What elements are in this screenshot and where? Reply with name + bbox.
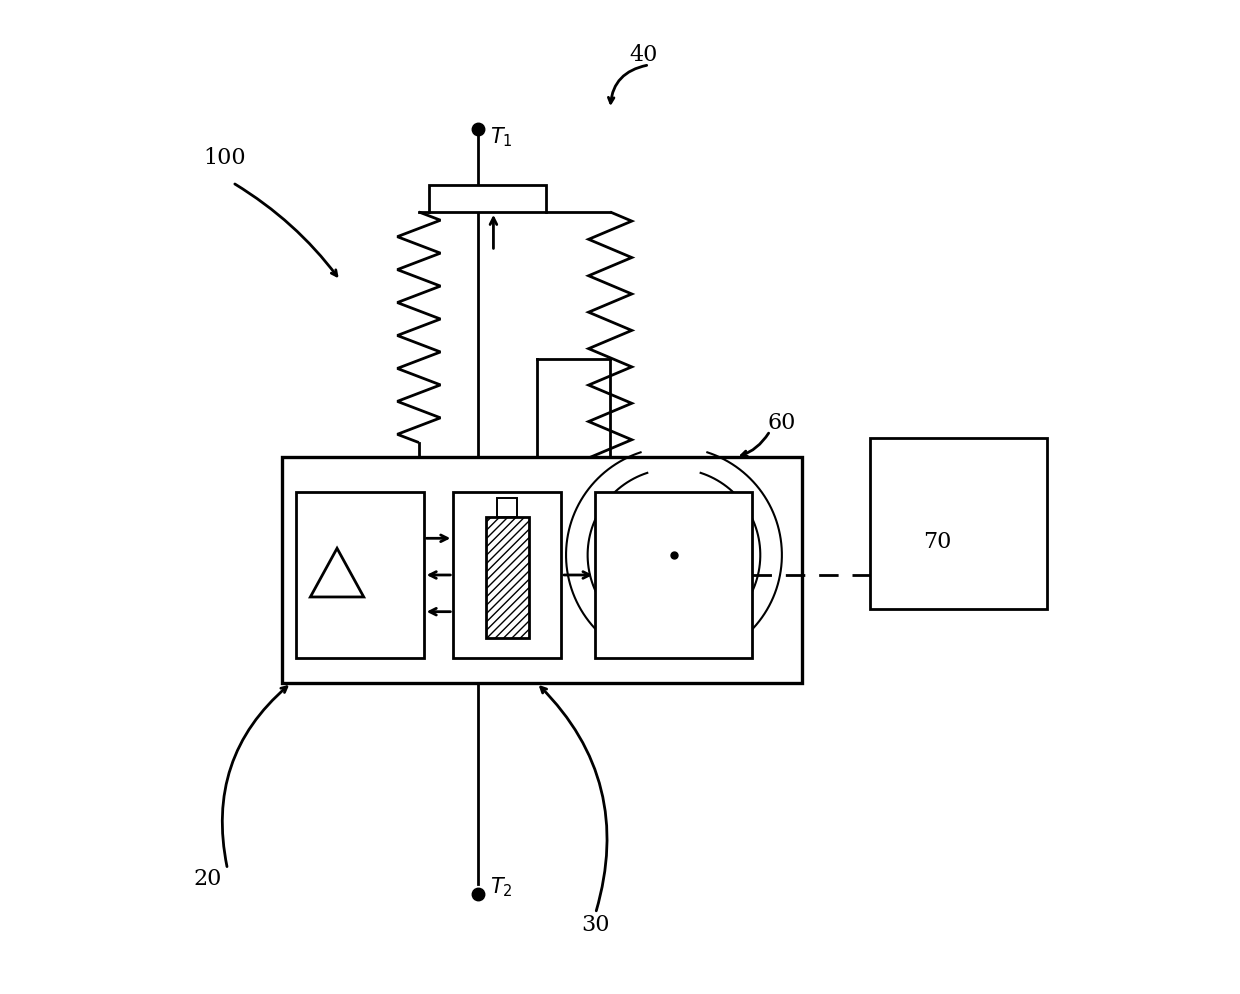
Bar: [453, 492, 562, 659]
Text: 30: 30: [580, 913, 609, 935]
Bar: [281, 458, 801, 683]
Text: 60: 60: [768, 412, 796, 433]
Bar: [296, 492, 424, 659]
Text: $T_2$: $T_2$: [490, 875, 512, 898]
Text: 70: 70: [923, 530, 951, 552]
Bar: [497, 498, 517, 518]
Bar: [429, 185, 547, 213]
Bar: [486, 518, 528, 639]
Text: 40: 40: [630, 44, 658, 66]
Bar: [595, 492, 753, 659]
Text: 20: 20: [193, 867, 222, 890]
Text: 100: 100: [203, 147, 246, 169]
Bar: [870, 438, 1047, 609]
Text: $T_1$: $T_1$: [490, 125, 512, 149]
Polygon shape: [310, 549, 363, 597]
